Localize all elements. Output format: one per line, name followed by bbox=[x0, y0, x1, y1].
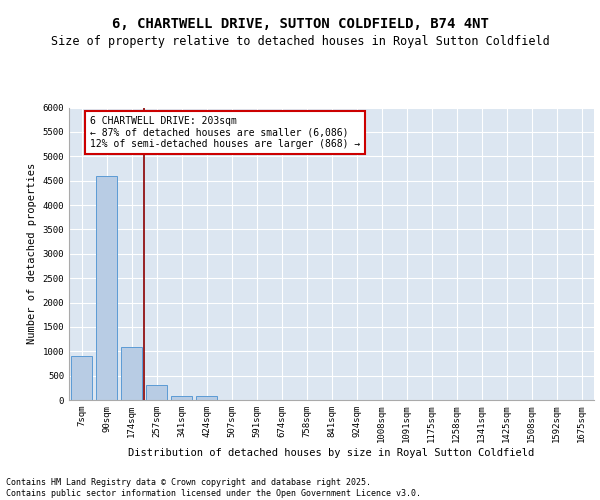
Text: Size of property relative to detached houses in Royal Sutton Coldfield: Size of property relative to detached ho… bbox=[50, 35, 550, 48]
Text: 6 CHARTWELL DRIVE: 203sqm
← 87% of detached houses are smaller (6,086)
12% of se: 6 CHARTWELL DRIVE: 203sqm ← 87% of detac… bbox=[90, 116, 361, 150]
Text: 6, CHARTWELL DRIVE, SUTTON COLDFIELD, B74 4NT: 6, CHARTWELL DRIVE, SUTTON COLDFIELD, B7… bbox=[112, 18, 488, 32]
Text: Contains HM Land Registry data © Crown copyright and database right 2025.
Contai: Contains HM Land Registry data © Crown c… bbox=[6, 478, 421, 498]
Bar bbox=[171, 396, 192, 400]
Bar bbox=[96, 176, 117, 400]
Bar bbox=[121, 348, 142, 400]
Bar bbox=[146, 386, 167, 400]
Bar bbox=[71, 356, 92, 400]
Bar bbox=[196, 396, 217, 400]
Y-axis label: Number of detached properties: Number of detached properties bbox=[27, 163, 37, 344]
X-axis label: Distribution of detached houses by size in Royal Sutton Coldfield: Distribution of detached houses by size … bbox=[128, 448, 535, 458]
